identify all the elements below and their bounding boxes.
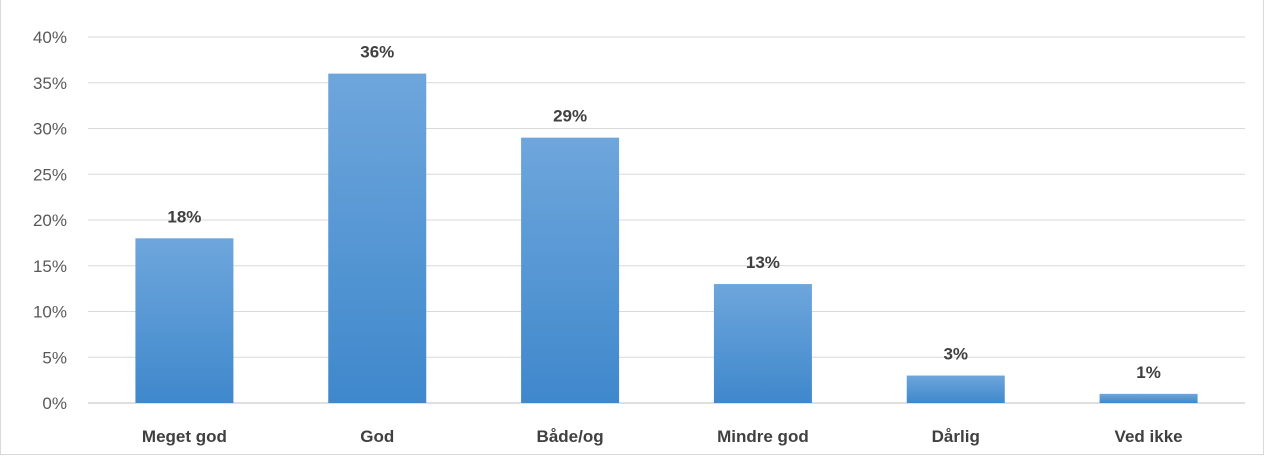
bar <box>135 238 234 403</box>
y-tick-label: 30% <box>33 120 67 139</box>
category-label: Ved ikke <box>1115 427 1183 446</box>
y-tick-label: 0% <box>42 394 67 413</box>
y-tick-label: 20% <box>33 211 67 230</box>
bar <box>713 284 812 403</box>
category-label: Både/og <box>537 427 604 446</box>
bar <box>1099 393 1198 403</box>
category-label: God <box>360 427 394 446</box>
y-axis: 0% 5% 10% 15% 20% 25% 30% 35% 40% <box>33 28 67 413</box>
category-label: Dårlig <box>932 427 980 446</box>
x-axis: Meget god God Både/og Mindre god Dårlig Ved i… <box>142 427 1183 446</box>
bars: 18% 36% 29% 13% 3% 1% <box>135 43 1198 403</box>
y-tick-label: 40% <box>33 28 67 47</box>
category-label: Meget god <box>142 427 227 446</box>
y-tick-label: 15% <box>33 257 67 276</box>
bar <box>328 73 427 403</box>
y-tick-label: 25% <box>33 165 67 184</box>
bar <box>906 375 1005 403</box>
category-label: Mindre god <box>717 427 809 446</box>
data-label: 3% <box>943 345 968 364</box>
data-label: 29% <box>553 107 587 126</box>
data-label: 36% <box>360 43 394 62</box>
data-label: 13% <box>746 253 780 272</box>
gridlines <box>88 36 1245 404</box>
data-label: 18% <box>167 207 201 226</box>
y-tick-label: 5% <box>42 348 67 367</box>
data-label: 1% <box>1136 363 1161 382</box>
y-tick-label: 10% <box>33 303 67 322</box>
bar <box>521 137 620 403</box>
y-tick-label: 35% <box>33 74 67 93</box>
